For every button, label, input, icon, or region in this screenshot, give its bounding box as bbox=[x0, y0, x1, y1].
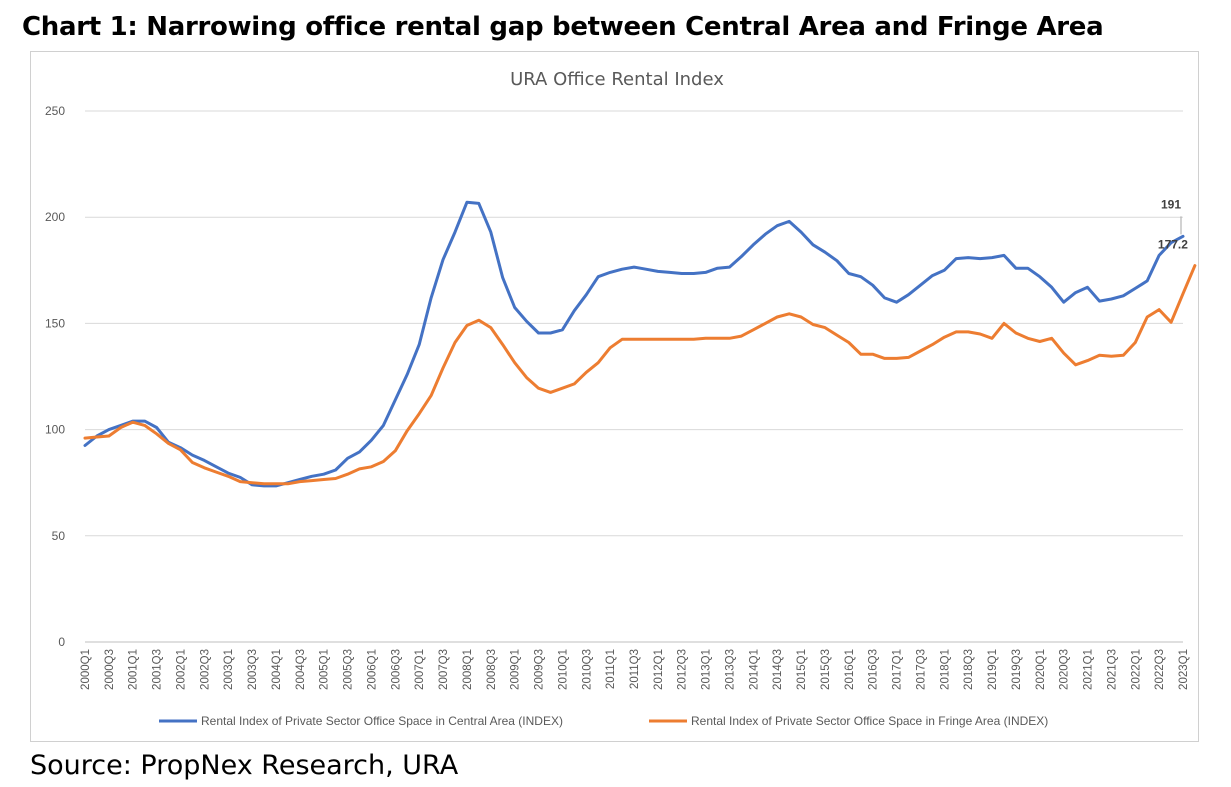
end-label-fringe: 177.2 bbox=[1158, 238, 1188, 252]
y-tick-label: 250 bbox=[45, 104, 65, 118]
x-tick-label: 2016Q1 bbox=[844, 649, 856, 690]
x-tick-label: 2018Q1 bbox=[939, 649, 951, 690]
x-tick-label: 2014Q3 bbox=[772, 649, 784, 690]
x-tick-label: 2006Q3 bbox=[390, 649, 402, 690]
x-tick-label: 2004Q1 bbox=[271, 649, 283, 690]
x-tick-label: 2022Q1 bbox=[1130, 649, 1142, 690]
x-tick-label: 2007Q1 bbox=[414, 649, 426, 690]
end-labels: 191 177.2 bbox=[1158, 197, 1188, 251]
y-tick-label: 50 bbox=[52, 529, 66, 543]
x-axis-tick-labels: 2000Q1 2000Q3 2001Q1 2001Q3 2002Q1 2002Q3 2003… bbox=[80, 649, 1190, 690]
line-chart: URA Office Rental Index 050100150200250 … bbox=[45, 69, 1197, 728]
end-label-central: 191 bbox=[1161, 197, 1181, 211]
legend: Rental Index of Private Sector Office Sp… bbox=[159, 714, 1048, 728]
gridlines bbox=[85, 110, 1183, 643]
chart-title: URA Office Rental Index bbox=[510, 69, 724, 90]
x-tick-label: 2013Q1 bbox=[701, 649, 713, 690]
y-tick-label: 150 bbox=[45, 316, 65, 330]
x-tick-label: 2022Q3 bbox=[1154, 649, 1166, 690]
x-tick-label: 2019Q1 bbox=[987, 649, 999, 690]
x-tick-label: 2011Q1 bbox=[605, 649, 617, 689]
series-line-central bbox=[83, 200, 1185, 488]
x-tick-label: 2015Q1 bbox=[796, 649, 808, 690]
x-tick-label: 2005Q3 bbox=[343, 649, 355, 690]
x-tick-label: 2014Q1 bbox=[748, 649, 760, 690]
x-tick-label: 2010Q1 bbox=[557, 649, 569, 690]
x-tick-label: 2004Q3 bbox=[295, 649, 307, 690]
x-tick-label: 2017Q3 bbox=[915, 649, 927, 690]
chart-frame: URA Office Rental Index 0 50 100 150 200 250 … bbox=[30, 51, 1199, 742]
x-tick-label: 2013Q3 bbox=[724, 649, 736, 690]
x-tick-label: 2000Q3 bbox=[104, 649, 116, 690]
x-tick-label: 2016Q3 bbox=[868, 649, 880, 690]
x-tick-label: 2003Q1 bbox=[223, 649, 235, 690]
x-tick-label: 2006Q1 bbox=[366, 649, 378, 690]
x-tick-label: 2020Q1 bbox=[1035, 649, 1047, 690]
x-tick-label: 2005Q1 bbox=[319, 649, 331, 690]
x-tick-label: 2011Q3 bbox=[629, 649, 641, 689]
x-tick-label: 2019Q3 bbox=[1011, 649, 1023, 690]
x-tick-label: 2009Q3 bbox=[534, 649, 546, 690]
series-lines bbox=[83, 200, 1197, 488]
x-tick-label: 2008Q3 bbox=[486, 649, 498, 690]
x-tick-label: 2015Q3 bbox=[820, 649, 832, 690]
page-heading: Chart 1: Narrowing office rental gap bet… bbox=[22, 12, 1104, 42]
series-line-fringe bbox=[83, 264, 1197, 486]
x-tick-label: 2002Q3 bbox=[199, 649, 211, 690]
y-tick-label: 100 bbox=[45, 423, 65, 437]
x-tick-label: 2001Q1 bbox=[128, 649, 140, 690]
x-tick-label: 2003Q3 bbox=[247, 649, 259, 690]
x-tick-label: 2012Q1 bbox=[653, 649, 665, 690]
x-tick-label: 2021Q3 bbox=[1106, 649, 1118, 690]
x-tick-label: 2020Q3 bbox=[1059, 649, 1071, 690]
x-tick-label: 2000Q1 bbox=[80, 649, 92, 690]
x-tick-label: 2012Q3 bbox=[677, 649, 689, 690]
x-tick-label: 2008Q1 bbox=[462, 649, 474, 690]
x-tick-label: 2009Q1 bbox=[510, 649, 522, 690]
legend-label-fringe: Rental Index of Private Sector Office Sp… bbox=[691, 714, 1048, 728]
x-tick-label: 2007Q3 bbox=[438, 649, 450, 690]
x-tick-label: 2021Q1 bbox=[1083, 649, 1095, 690]
x-tick-label: 2023Q1 bbox=[1178, 649, 1190, 690]
source-note: Source: PropNex Research, URA bbox=[30, 750, 459, 781]
y-tick-label: 0 bbox=[58, 635, 65, 649]
x-tick-label: 2018Q3 bbox=[963, 649, 975, 690]
x-tick-label: 2002Q1 bbox=[175, 649, 187, 690]
y-axis-tick-labels: 0 50 100 150 200 250 bbox=[45, 104, 65, 649]
x-tick-label: 2010Q3 bbox=[581, 649, 593, 690]
x-tick-label: 2017Q1 bbox=[892, 649, 904, 690]
y-tick-label: 200 bbox=[45, 210, 65, 224]
x-tick-label: 2001Q3 bbox=[152, 649, 164, 690]
legend-label-central: Rental Index of Private Sector Office Sp… bbox=[201, 714, 563, 728]
